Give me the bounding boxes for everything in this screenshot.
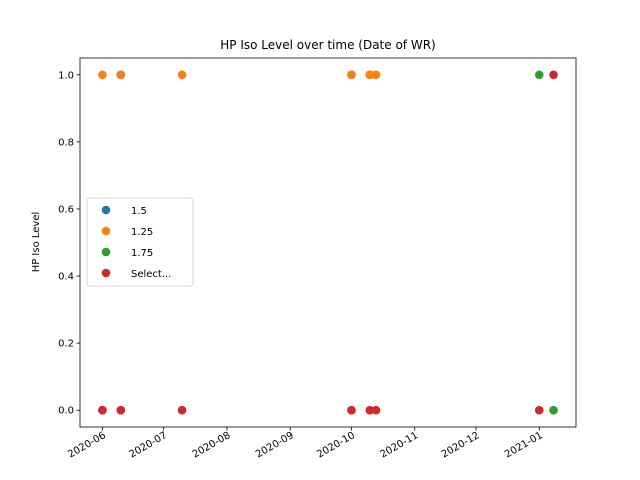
data-point (371, 405, 381, 415)
legend-box (86, 197, 194, 287)
y-tick-label: 0.6 (58, 204, 74, 215)
data-point (116, 405, 126, 415)
data-point (347, 70, 356, 80)
data-point (177, 405, 187, 415)
data-point (534, 405, 544, 415)
y-tick-label: 1.0 (58, 70, 74, 81)
y-tick-label: 0.2 (58, 339, 74, 350)
y-tick-label: 0.8 (58, 137, 74, 148)
y-tick-label: 0.0 (58, 406, 74, 417)
y-axis-label: HP Iso Level (31, 212, 42, 273)
legend-label: 1.5 (131, 206, 147, 217)
series-select- (98, 70, 558, 415)
legend-label: 1.75 (131, 248, 153, 259)
data-point (549, 70, 558, 80)
data-point (371, 70, 381, 80)
data-point (98, 405, 107, 415)
data-point (365, 70, 375, 80)
legend-label: Select... (131, 269, 171, 280)
data-point (98, 70, 107, 80)
legend-marker (101, 247, 111, 257)
data-point (534, 70, 544, 80)
data-point (347, 405, 356, 415)
plot-frame (79, 57, 577, 428)
data-point (549, 405, 558, 415)
legend-marker (101, 226, 111, 236)
data-point (116, 70, 126, 80)
legend-marker (101, 205, 111, 215)
legend: 1.5 1.25 1.75 Select... (86, 197, 194, 287)
series-1-75 (534, 70, 558, 415)
data-point (177, 70, 187, 80)
data-point (365, 405, 375, 415)
legend-marker (101, 268, 111, 278)
y-tick-label: 0.4 (58, 272, 74, 283)
chart-title: HP Iso Level over time (Date of WR) (220, 38, 435, 52)
legend-label: 1.25 (131, 227, 153, 238)
